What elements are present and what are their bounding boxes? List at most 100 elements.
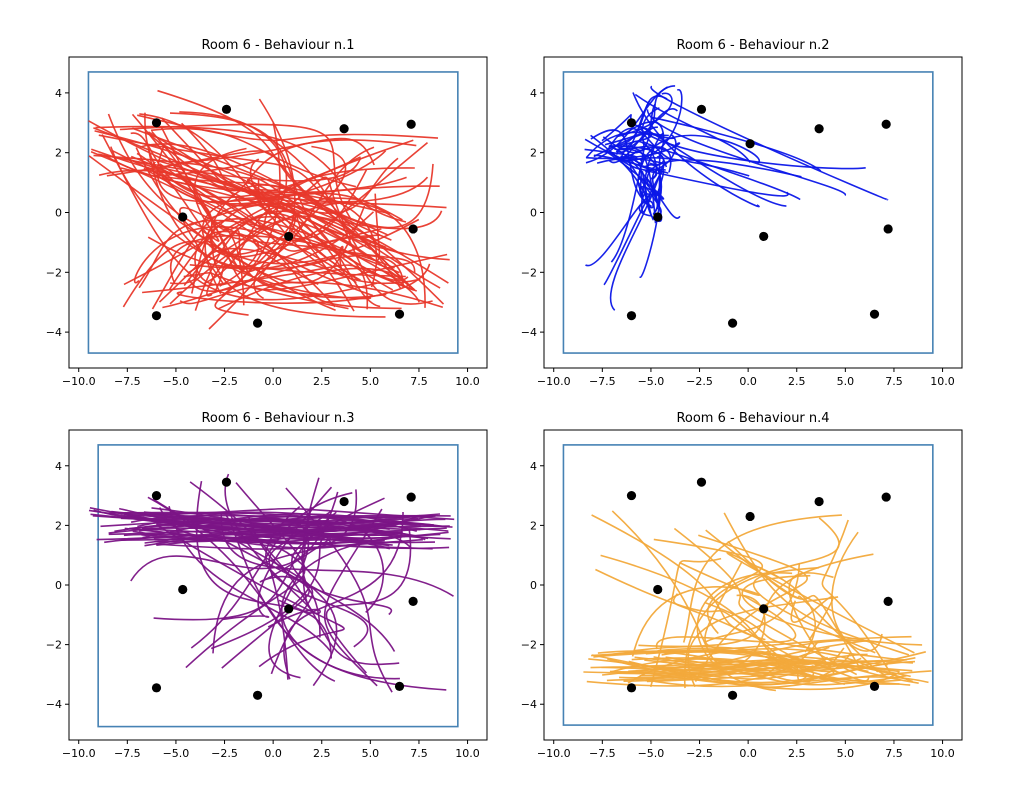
landmark-point [759, 231, 769, 242]
trajectory-line [142, 528, 390, 547]
trajectories [88, 473, 455, 693]
trajectory-line [645, 639, 880, 682]
x-tick-label: −7.5 [114, 375, 141, 388]
landmark-point [881, 119, 891, 129]
x-tick-label: 0.0 [264, 747, 282, 760]
landmark-point [284, 604, 294, 614]
trajectory-line [130, 491, 339, 582]
subplot-title: Room 6 - Behaviour n.4 [676, 411, 829, 426]
x-tick-label: −5.0 [163, 747, 190, 760]
trajectories [584, 85, 889, 311]
trajectory-line [653, 656, 911, 686]
y-tick-label: 2 [530, 147, 537, 160]
trajectory-line [130, 132, 361, 199]
trajectory-line [133, 226, 357, 284]
y-tick-label: 4 [530, 460, 537, 473]
landmark-point [394, 681, 405, 691]
trajectory-line [726, 551, 915, 654]
trajectory-line [168, 506, 332, 653]
subplot-2: Room 6 - Behaviour n.2 −10.0 −7.5 −5.0 −2.5 0… [521, 38, 963, 388]
trajectory-line [110, 146, 372, 300]
landmark-point [727, 318, 738, 328]
landmark-point [394, 309, 405, 319]
x-tick-label: −10.0 [62, 375, 96, 388]
landmark-point [178, 584, 188, 595]
trajectories [583, 510, 932, 692]
subplot-title: Room 6 - Behaviour n.3 [201, 411, 354, 426]
landmark-point [745, 139, 755, 149]
trajectory-line [193, 147, 247, 242]
trajectory-line [137, 114, 439, 142]
y-tick-label: 4 [530, 87, 537, 100]
trajectory-line [151, 158, 381, 262]
subplot-title: Room 6 - Behaviour n.1 [201, 38, 354, 53]
trajectory-line [160, 142, 399, 214]
landmark-point [151, 311, 162, 321]
trajectory-line [88, 120, 403, 221]
x-tick-label: −10.0 [537, 747, 571, 760]
trajectory-line [606, 658, 900, 691]
trajectory-line [153, 511, 337, 621]
trajectory-line [248, 516, 393, 616]
trajectory-line [183, 271, 349, 310]
y-tick-label: −2 [46, 639, 62, 652]
x-tick-label: −2.5 [686, 747, 713, 760]
landmark-point [626, 490, 637, 501]
trajectory-line [641, 657, 862, 670]
landmark-point [626, 118, 637, 128]
x-tick-label: 2.5 [788, 747, 806, 760]
y-tick-label: 4 [55, 460, 62, 473]
trajectory-line [147, 149, 375, 270]
trajectory-line [753, 566, 876, 654]
trajectory-line [177, 263, 431, 304]
y-tick-label: 0 [55, 579, 62, 592]
trajectory-line [653, 538, 763, 635]
trajectory-line [157, 89, 392, 241]
y-tick-label: 4 [55, 87, 62, 100]
trajectory-line [616, 92, 673, 138]
landmark-point [221, 104, 232, 114]
landmark-point [626, 311, 637, 321]
trajectory-line [89, 507, 446, 531]
x-tick-label: −2.5 [686, 375, 713, 388]
landmark-point [252, 690, 263, 700]
landmark-point [881, 492, 891, 502]
landmark-point [696, 104, 707, 114]
y-tick-label: 0 [530, 579, 537, 592]
trajectory-line [159, 163, 415, 230]
landmark-point [178, 212, 188, 222]
trajectory-line [194, 230, 336, 308]
x-tick-label: 5.0 [837, 375, 855, 388]
room-boundary [562, 71, 934, 354]
x-tick-label: 7.5 [885, 375, 903, 388]
trajectory-line [704, 560, 912, 650]
axes-frame [68, 429, 488, 741]
x-tick-label: −7.5 [589, 747, 616, 760]
landmark-point [221, 477, 232, 487]
trajectory-line [154, 158, 359, 281]
trajectory-line [206, 215, 402, 297]
trajectory-line [188, 176, 360, 274]
x-tick-label: 2.5 [313, 375, 331, 388]
y-tick-label: −4 [521, 326, 537, 339]
trajectory-line [727, 540, 862, 671]
trajectory-line [609, 193, 651, 311]
trajectory-line [119, 123, 353, 221]
landmark-point [727, 690, 738, 700]
trajectory-line [620, 155, 663, 164]
trajectory-line [649, 557, 722, 688]
landmark-point [814, 124, 824, 134]
trajectory-line [130, 513, 441, 523]
x-tick-label: 10.0 [455, 747, 480, 760]
landmark-point [339, 496, 349, 507]
trajectory-line [687, 596, 839, 688]
y-tick-label: −4 [521, 698, 537, 711]
landmark-point [696, 477, 707, 487]
trajectory-line [150, 127, 357, 188]
trajectory-line [684, 517, 840, 689]
subplot-1: Room 6 - Behaviour n.1 −10.0 −7.5 −5.0 −2.5 0… [46, 38, 488, 388]
trajectory-line [608, 95, 668, 148]
trajectory-line [281, 539, 447, 691]
trajectory-line [98, 134, 415, 290]
